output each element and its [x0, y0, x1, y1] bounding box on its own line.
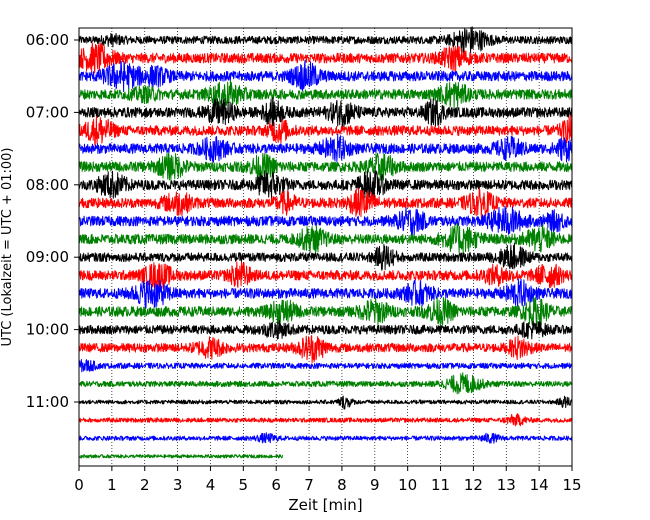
x-tick-label: 15: [562, 476, 581, 494]
x-tick-label: 7: [304, 476, 314, 494]
seismic-trace: [78, 335, 573, 364]
traces: [78, 26, 573, 459]
seismic-trace: [78, 413, 573, 427]
y-tick-label: 07:00: [26, 103, 69, 121]
seismic-trace: [78, 395, 573, 410]
seismic-trace: [78, 319, 573, 340]
y-tick-label: 11:00: [26, 393, 69, 411]
seismic-trace: [78, 432, 573, 444]
x-tick-label: 1: [107, 476, 117, 494]
x-tick-label: 4: [206, 476, 216, 494]
seismic-trace: [78, 59, 573, 92]
seismic-trace: [78, 359, 573, 373]
y-tick-label: 10:00: [26, 321, 69, 339]
x-tick-label: 12: [464, 476, 483, 494]
y-axis-label: UTC (Lokalzeit = UTC + 01:00): [0, 148, 15, 347]
seismic-trace: [78, 152, 573, 182]
x-tick-label: 8: [337, 476, 347, 494]
x-tick-label: 11: [431, 476, 450, 494]
x-tick-label: 2: [140, 476, 150, 494]
seismic-trace: [78, 372, 573, 395]
y-axis: 06:00 07:00 08:00 09:00 10:00 11:00: [26, 31, 79, 411]
seismic-trace: [78, 114, 573, 146]
seismic-trace: [78, 223, 573, 255]
seismic-trace: [78, 42, 573, 74]
x-tick-label: 9: [370, 476, 380, 494]
y-tick-label: 09:00: [26, 248, 69, 266]
x-tick-label: 10: [398, 476, 417, 494]
seismic-trace: [78, 454, 283, 459]
seismic-trace: [78, 296, 573, 327]
seismic-trace: [78, 242, 573, 271]
plot-frame: [78, 27, 573, 467]
seismic-trace: [78, 278, 573, 309]
x-tick-label: 6: [271, 476, 281, 494]
seismic-trace: [78, 80, 573, 109]
x-tick-label: 5: [239, 476, 249, 494]
seismic-trace: [78, 261, 573, 290]
y-tick-label: 06:00: [26, 31, 69, 49]
seismic-trace: [78, 187, 573, 218]
x-tick-label: 0: [74, 476, 84, 494]
seismic-trace: [78, 170, 573, 201]
x-axis-label: Zeit [min]: [288, 496, 362, 514]
seismic-trace: [78, 26, 573, 54]
y-tick-label: 08:00: [26, 176, 69, 194]
seismic-trace: [78, 133, 573, 163]
x-tick-label: 14: [530, 476, 549, 494]
seismic-trace: [78, 97, 573, 128]
x-tick-label: 3: [173, 476, 183, 494]
x-axis: 0 1 2 3 4 5 6 7 8 9 10 11 12 13 14 15: [74, 466, 582, 494]
seismic-trace: [78, 205, 573, 236]
x-tick-label: 13: [497, 476, 516, 494]
